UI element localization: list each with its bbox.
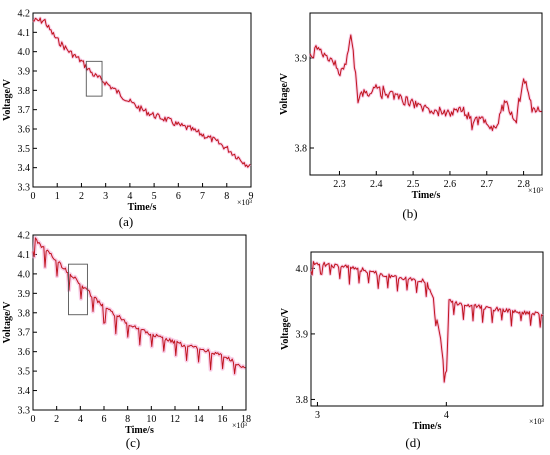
- y-axis-title-c: Voltage/V: [2, 301, 13, 344]
- y-tick-label-a: 4.0: [18, 47, 31, 58]
- y-tick-label-b: 3.8: [295, 144, 308, 155]
- plot-frame-a: [32, 12, 252, 188]
- series-line-d: [310, 261, 543, 383]
- x-tick-label-c: 12: [170, 414, 180, 425]
- y-axis-title-d: Voltage/V: [280, 307, 291, 350]
- y-tick-label-a: 3.8: [18, 86, 31, 97]
- y-tick-label-b: 3.9: [295, 54, 308, 65]
- x-tick-label-c: 6: [102, 414, 107, 425]
- y-tick-label-c: 4.0: [18, 269, 31, 280]
- x-axis-title-c: Time/s: [125, 425, 154, 436]
- series-line-a: [32, 17, 251, 168]
- y-tick-label-c: 3.3: [18, 406, 31, 417]
- y-axis-title-b: Voltage/V: [279, 72, 290, 115]
- x-exponent-d: ×10³: [529, 417, 545, 426]
- y-tick-label-c: 3.8: [18, 308, 31, 319]
- y-tick-label-a: 4.2: [18, 9, 31, 20]
- y-tick-label-d: 4.0: [296, 264, 309, 275]
- y-tick-label-a: 3.6: [18, 125, 31, 136]
- y-tick-label-a: 4.1: [18, 28, 31, 39]
- x-exponent-c: ×10³: [232, 421, 248, 430]
- y-tick-label-c: 3.5: [18, 367, 31, 378]
- panel-b-label: (b): [402, 206, 417, 221]
- x-tick-label-a: 2: [79, 191, 84, 202]
- series-line-c: [32, 237, 246, 375]
- panel-c-label: (c): [126, 435, 140, 450]
- x-tick-label-a: 8: [224, 191, 229, 202]
- x-tick-label-a: 7: [200, 191, 205, 202]
- y-tick-label-a: 3.7: [18, 105, 31, 116]
- x-tick-label-a: 9: [249, 191, 254, 202]
- x-tick-label-b: 2.4: [370, 179, 383, 190]
- x-tick-label-d: 3: [315, 410, 320, 421]
- x-tick-label-b: 2.7: [481, 179, 494, 190]
- x-tick-label-c: 18: [241, 414, 251, 425]
- y-tick-label-c: 3.6: [18, 347, 31, 358]
- x-axis-title-b: Time/s: [412, 190, 441, 201]
- panel-a-label: (a): [119, 214, 133, 229]
- y-tick-label-a: 3.5: [18, 144, 31, 155]
- x-axis-title-d: Time/s: [413, 421, 442, 432]
- series-halo-b: [308, 33, 542, 132]
- panel-b: (b) 2.3 2.4 2.5 2.6 2.7 2.8 3.8 3.9 Time/s Voltag…: [279, 12, 544, 221]
- x-tick-label-c: 10: [146, 414, 156, 425]
- x-tick-label-a: 5: [152, 191, 157, 202]
- series-halo-d: [309, 260, 544, 384]
- y-tick-label-c: 4.1: [18, 250, 31, 261]
- panel-c: (c) 0 2 4 6 8 10 12 14 16 18 3.3 3.4 3.5 3.6 3.7 3.8 3.9…: [2, 231, 251, 451]
- x-tick-label-b: 2.8: [517, 179, 530, 190]
- series-halo-a: [32, 16, 252, 169]
- y-axis-title-a: Voltage/V: [2, 78, 13, 121]
- plot-frame-d: [310, 251, 544, 407]
- y-tick-label-a: 3.3: [18, 183, 31, 194]
- zoom-box-a: [85, 60, 103, 97]
- panel-d-label: (d): [405, 435, 420, 450]
- x-tick-label-b: 2.6: [444, 179, 457, 190]
- x-exponent-a: ×10³: [237, 198, 253, 207]
- x-tick-label-a: 3: [103, 191, 108, 202]
- x-tick-label-c: 0: [31, 414, 36, 425]
- panel-d: (d) 3 4 3.8 3.9 4.0 Time/s Voltage/V ×10³: [280, 251, 545, 450]
- x-tick-label-c: 2: [54, 414, 59, 425]
- x-tick-label-b: 2.5: [407, 179, 420, 190]
- x-tick-label-a: 6: [176, 191, 181, 202]
- series-line-b: [309, 34, 542, 131]
- x-tick-label-d: 4: [444, 410, 449, 421]
- x-axis-title-a: Time/s: [128, 202, 157, 213]
- x-tick-label-c: 14: [194, 414, 204, 425]
- x-tick-label-a: 4: [127, 191, 132, 202]
- y-tick-label-c: 3.7: [18, 328, 31, 339]
- x-exponent-b: ×10³: [528, 186, 544, 195]
- y-tick-label-a: 3.9: [18, 67, 31, 78]
- y-tick-label-d: 3.8: [296, 395, 309, 406]
- zoom-box-c: [68, 263, 88, 316]
- y-tick-label-c: 3.4: [18, 386, 31, 397]
- x-tick-label-c: 16: [217, 414, 227, 425]
- x-tick-label-c: 8: [125, 414, 130, 425]
- plot-frame-c: [32, 234, 247, 411]
- x-tick-label-a: 1: [55, 191, 60, 202]
- plot-frame-b: [309, 12, 543, 176]
- y-tick-label-a: 3.4: [18, 163, 31, 174]
- panel-a: (a) 0 1 2 3 4 5 6 7 8 9 3.3 3.4 3.5 3.6 3.7 3.8 3.9 4.0 4.…: [2, 9, 254, 230]
- y-tick-label-d: 3.9: [296, 329, 309, 340]
- y-tick-label-c: 4.2: [18, 231, 31, 242]
- x-tick-label-b: 2.3: [333, 179, 346, 190]
- y-tick-label-c: 3.9: [18, 289, 31, 300]
- x-tick-label-a: 0: [31, 191, 36, 202]
- x-tick-label-c: 4: [78, 414, 83, 425]
